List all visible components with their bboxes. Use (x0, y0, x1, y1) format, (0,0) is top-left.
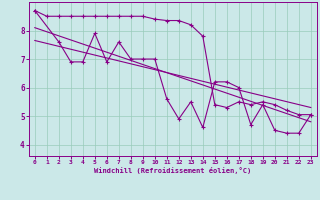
X-axis label: Windchill (Refroidissement éolien,°C): Windchill (Refroidissement éolien,°C) (94, 167, 252, 174)
